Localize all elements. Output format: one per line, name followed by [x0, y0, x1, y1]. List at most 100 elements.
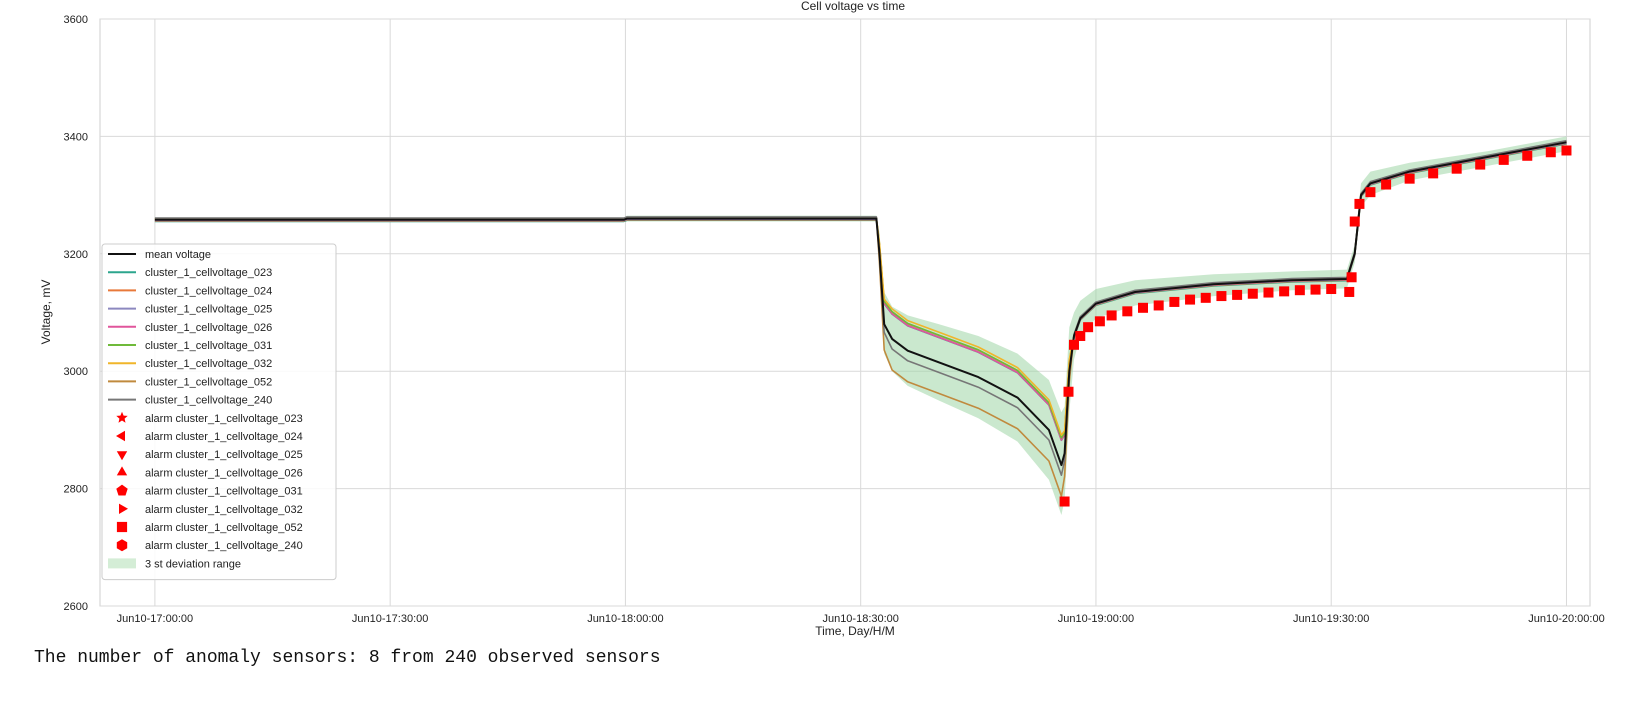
alarm-marker	[1354, 198, 1365, 209]
legend-item: mean voltage	[108, 249, 211, 261]
alarm-marker	[1365, 187, 1376, 198]
y-tick-label: 3400	[64, 131, 88, 143]
legend-item: alarm cluster_1_cellvoltage_031	[116, 484, 303, 498]
legend-item: cluster_1_cellvoltage_025	[108, 304, 272, 316]
alarm-marker	[1083, 322, 1094, 333]
legend-item: cluster_1_cellvoltage_024	[108, 285, 272, 297]
alarm-marker	[1169, 296, 1180, 307]
y-tick-label: 3200	[64, 249, 88, 261]
x-tick-label: Jun10-17:00:00	[117, 613, 193, 625]
x-tick-label: Jun10-19:30:00	[1293, 613, 1369, 625]
legend-item: alarm cluster_1_cellvoltage_026	[116, 466, 303, 479]
x-tick-labels: Jun10-17:00:00 Jun10-17:30:00 Jun10-18:00:…	[117, 613, 1605, 625]
alarm-marker	[1247, 288, 1258, 299]
legend-box	[101, 243, 337, 581]
alarm-marker	[1346, 272, 1357, 283]
legend-label: cluster_1_cellvoltage_031	[145, 340, 272, 352]
alarm-marker	[1475, 159, 1486, 170]
y-tick-label: 2800	[64, 484, 88, 496]
legend-item: alarm cluster_1_cellvoltage_240	[116, 539, 303, 552]
alarm-marker	[1263, 287, 1274, 298]
alarm-marker	[1310, 284, 1321, 295]
plot-area	[99, 18, 1591, 607]
alarm-marker	[1063, 386, 1074, 397]
alarm-marker	[1068, 339, 1079, 350]
legend-item: cluster_1_cellvoltage_240	[108, 395, 272, 407]
legend-marker-swatch	[116, 411, 128, 423]
alarm-marker	[1498, 154, 1509, 165]
legend-label: cluster_1_cellvoltage_240	[145, 395, 272, 407]
x-axis-label: Time, Day/H/M	[815, 624, 895, 638]
legend-patch-swatch	[108, 558, 136, 569]
legend-label: alarm cluster_1_cellvoltage_052	[145, 522, 303, 534]
alarm-marker	[1451, 163, 1462, 174]
x-tick-label: Jun10-19:00:00	[1058, 613, 1134, 625]
legend-label: cluster_1_cellvoltage_024	[145, 285, 272, 297]
alarm-marker	[1232, 289, 1243, 300]
x-tick-label: Jun10-18:00:00	[587, 613, 663, 625]
legend-label: alarm cluster_1_cellvoltage_240	[145, 540, 303, 552]
x-tick-label: Jun10-17:30:00	[352, 613, 428, 625]
legend-marker-swatch	[116, 484, 128, 496]
alarm-marker	[1122, 306, 1133, 317]
legend-label: alarm cluster_1_cellvoltage_025	[145, 449, 303, 461]
cell-voltage-chart: Cell voltage vs time 2600 2800 3000 3200 340…	[39, 0, 1605, 638]
legend: mean voltage cluster_1_cellvoltage_023clu…	[101, 243, 337, 581]
legend-marker-swatch	[116, 466, 128, 476]
legend-label: mean voltage	[145, 249, 211, 261]
legend-marker-swatch	[116, 521, 128, 533]
legend-item: cluster_1_cellvoltage_052	[108, 376, 272, 388]
alarm-marker	[1294, 285, 1305, 296]
alarm-marker	[1075, 330, 1086, 341]
legend-label: alarm cluster_1_cellvoltage_023	[145, 413, 303, 425]
y-tick-label: 3000	[64, 366, 88, 378]
legend-label: alarm cluster_1_cellvoltage_031	[145, 486, 303, 498]
legend-marker-swatch	[116, 430, 125, 442]
legend-label: cluster_1_cellvoltage_052	[145, 376, 272, 388]
alarm-marker	[1185, 294, 1196, 305]
alarm-marker	[1279, 286, 1290, 297]
y-tick-label: 2600	[64, 601, 88, 613]
legend-item: alarm cluster_1_cellvoltage_032	[119, 503, 303, 516]
alarm-markers-layer	[1059, 145, 1572, 507]
alarm-marker	[1344, 286, 1355, 297]
alarm-marker	[1326, 284, 1337, 295]
legend-label: alarm cluster_1_cellvoltage_032	[145, 504, 303, 516]
legend-item: cluster_1_cellvoltage_032	[108, 358, 272, 370]
alarm-marker	[1216, 291, 1227, 302]
anomaly-summary-text: The number of anomaly sensors: 8 from 24…	[34, 648, 661, 668]
legend-label: cluster_1_cellvoltage_025	[145, 304, 272, 316]
alarm-marker	[1138, 302, 1148, 313]
x-tick-label: Jun10-18:30:00	[822, 613, 898, 625]
legend-item: alarm cluster_1_cellvoltage_023	[116, 411, 303, 425]
legend-label: cluster_1_cellvoltage_023	[145, 267, 272, 279]
alarm-marker	[1349, 216, 1360, 227]
legend-item: alarm cluster_1_cellvoltage_052	[116, 521, 303, 534]
deviation-band-layer	[154, 136, 1567, 515]
legend-label: alarm cluster_1_cellvoltage_024	[145, 431, 303, 443]
legend-item: 3 st deviation range	[108, 558, 241, 570]
legend-label: 3 st deviation range	[145, 558, 241, 570]
alarm-marker	[1381, 179, 1392, 190]
legend-item: cluster_1_cellvoltage_031	[108, 340, 272, 352]
alarm-marker	[1094, 316, 1105, 327]
x-tick-label: Jun10-20:00:00	[1528, 613, 1604, 625]
alarm-marker	[1106, 310, 1117, 321]
deviation-band	[154, 136, 1567, 515]
alarm-marker	[1200, 292, 1211, 303]
legend-label: alarm cluster_1_cellvoltage_026	[145, 467, 303, 479]
legend-item: cluster_1_cellvoltage_023	[108, 267, 272, 279]
alarm-marker	[1545, 147, 1556, 158]
chart-title: Cell voltage vs time	[801, 0, 905, 13]
alarm-marker	[1522, 150, 1533, 161]
alarm-marker	[1059, 496, 1070, 507]
alarm-marker	[1428, 168, 1439, 179]
legend-marker-swatch	[116, 539, 128, 552]
alarm-marker	[1153, 300, 1164, 311]
y-tick-label: 3600	[64, 14, 88, 26]
y-axis-label: Voltage, mV	[39, 280, 53, 345]
y-tick-labels: 2600 2800 3000 3200 3400 3600	[64, 14, 88, 613]
legend-item: alarm cluster_1_cellvoltage_025	[116, 449, 303, 461]
legend-marker-swatch	[116, 451, 128, 461]
legend-label: cluster_1_cellvoltage_026	[145, 322, 272, 334]
